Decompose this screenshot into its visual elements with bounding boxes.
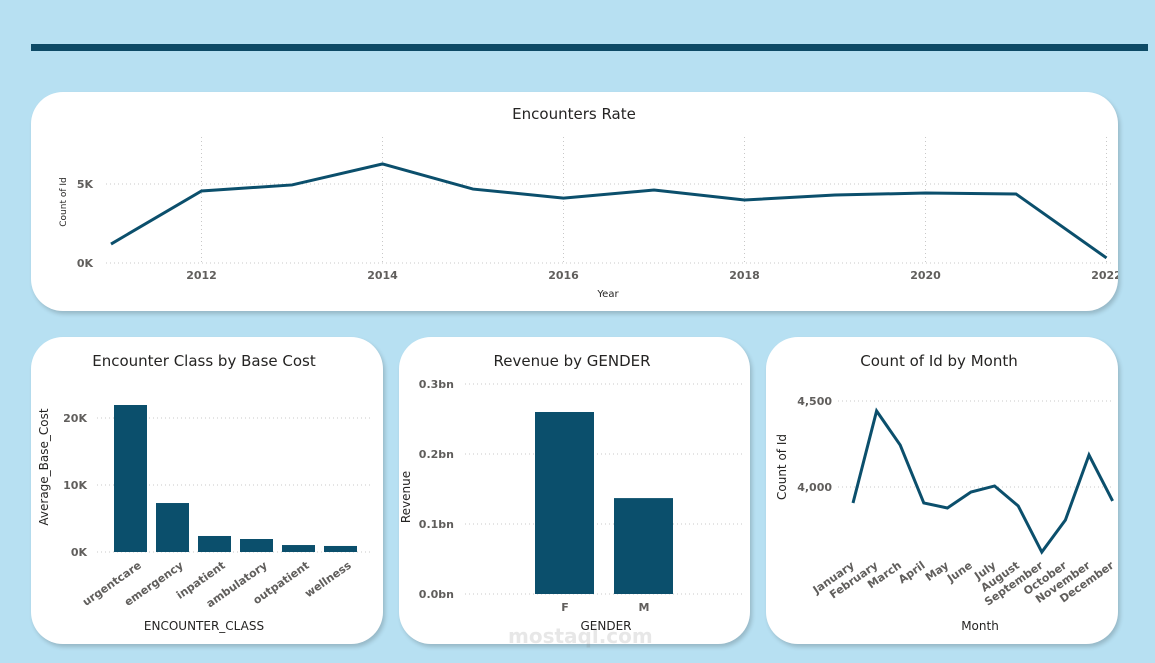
bar-M xyxy=(614,498,673,594)
x-tick-label: 2018 xyxy=(729,269,760,282)
y-axis-label: Count of Id xyxy=(59,177,69,227)
x-axis-label: Year xyxy=(596,289,619,300)
chart-title: Count of Id by Month xyxy=(860,352,1017,370)
x-tick-label: June xyxy=(944,559,975,586)
encounter-class-chart: Encounter Class by Base Cost0K10K20Kurge… xyxy=(37,352,371,633)
revenue-gender-chart: Revenue by GENDER 0.0bn 0.1bn 0.2bn 0.3bn F MG… xyxy=(399,352,744,633)
series-line xyxy=(110,162,1108,260)
encounter-class-card: Encounter Class by Base Cost 0K 10K 20K urge… xyxy=(31,337,383,644)
encounters-rate-card: Encounters Rate 0K 5K 2012 2014 2016 2018 2020 2… xyxy=(31,92,1118,311)
y-axis-label: Revenue xyxy=(399,471,413,523)
y-tick-label: 4,000 xyxy=(797,481,832,494)
month-count-card: Count of Id by Month 4,000 4,500 January Feb… xyxy=(766,337,1118,644)
x-tick-label: F xyxy=(561,601,569,614)
y-tick-label: 0K xyxy=(77,257,94,270)
x-tick-label: 2022 xyxy=(1091,269,1118,282)
x-tick-label: 2014 xyxy=(367,269,398,282)
y-tick-label: 5K xyxy=(77,178,94,191)
revenue-gender-card: Revenue by GENDER 0.0bn 0.1bn 0.2bn 0.3bn F M G… xyxy=(399,337,750,644)
x-tick-label: 2020 xyxy=(910,269,941,282)
watermark: mostaql.com xyxy=(508,624,653,648)
y-tick-label: 4,500 xyxy=(797,395,832,408)
bar-F xyxy=(535,412,594,594)
header-bar xyxy=(31,44,1148,51)
y-tick-label: 0.0bn xyxy=(419,588,454,601)
series-line xyxy=(851,407,1114,555)
y-tick-label: 20K xyxy=(63,412,87,425)
encounters-rate-chart: Encounters Rate 0K 5K 2012 2014 2016 2018 2020 2… xyxy=(59,105,1118,300)
x-tick-label: May xyxy=(923,559,951,584)
bar-wellness xyxy=(324,545,357,552)
bar-ambulatory xyxy=(240,539,273,552)
bar-outpatient xyxy=(282,545,315,552)
y-axis-label: Count of Id xyxy=(775,434,789,500)
chart-title: Encounters Rate xyxy=(512,105,636,123)
x-tick-label: M xyxy=(639,601,650,614)
chart-title: Revenue by GENDER xyxy=(493,352,650,370)
y-tick-label: 0.3bn xyxy=(419,378,454,391)
bar-emergency xyxy=(156,503,189,552)
x-axis-label: GENDER xyxy=(580,619,631,633)
bar-urgentcare xyxy=(114,405,147,552)
x-tick-label: wellness xyxy=(302,559,354,601)
x-tick-label: 2016 xyxy=(548,269,579,282)
month-count-chart: Count of Id by Month4,0004,500JanuaryFeb… xyxy=(775,352,1117,633)
x-axis-label: ENCOUNTER_CLASS xyxy=(144,619,264,633)
y-tick-label: 0.1bn xyxy=(419,518,454,531)
chart-title: Encounter Class by Base Cost xyxy=(92,352,316,370)
bar-inpatient xyxy=(198,535,231,552)
y-axis-label: Average_Base_Cost xyxy=(37,408,51,525)
y-tick-label: 0K xyxy=(71,546,88,559)
x-axis-label: Month xyxy=(961,619,999,633)
y-tick-label: 10K xyxy=(63,479,87,492)
y-tick-label: 0.2bn xyxy=(419,448,454,461)
x-tick-label: 2012 xyxy=(186,269,217,282)
